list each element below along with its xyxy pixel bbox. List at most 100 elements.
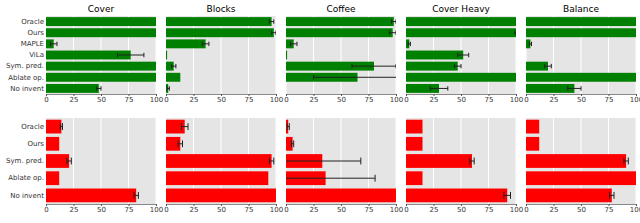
marks [166,120,276,203]
bar [166,73,180,82]
tick: Ablate op. [8,74,46,82]
grid-line [516,118,517,204]
bar [166,120,185,134]
error-cap [60,123,61,130]
y-axis: OracleOursSym. pred.Ablate op.No invent [6,119,47,205]
bar [166,171,268,185]
tick-label: 100 [510,206,523,214]
error-line [568,88,581,89]
tick-label: 50 [97,206,106,214]
x-axis: 0255075100 [524,204,640,214]
error-cap [457,53,458,57]
bar [526,39,530,48]
bar [526,73,636,82]
x-axis: 0 25 50 75 100 [164,204,283,214]
error-cap [581,86,582,90]
error-line [392,21,396,22]
tick: 50 [337,94,346,104]
tick: Ours [28,29,46,37]
grid-line [341,16,342,94]
tick-label: 25 [190,206,199,214]
error-bar [287,123,289,130]
tick: 0 [44,94,48,104]
tick: 0 [44,204,48,214]
error-line [389,32,396,33]
error-cap [474,158,475,165]
plot-background [46,16,156,94]
error-cap [447,86,448,90]
error-cap [182,140,183,147]
tick-label: 100 [150,206,163,214]
grid-line [608,16,609,94]
bar [406,137,423,151]
error-cap [293,140,294,147]
tick-label: 25 [310,206,319,214]
error-cap [313,75,314,79]
grid-line [636,16,637,94]
tick-label: Ours [28,140,45,148]
error-cap [352,64,353,68]
panel: 0255075100Balance [524,4,640,104]
plot-background [166,118,276,204]
tick: 0 [404,204,408,214]
error-cap [202,42,203,46]
bar [166,17,272,26]
error-cap [167,86,168,90]
tick-label: 25 [70,96,79,104]
error-line [470,161,474,162]
tick-label: 0 [164,206,168,214]
tick-label: 50 [217,96,226,104]
error-cap [468,53,469,57]
tick-label: 50 [457,96,466,104]
error-bar [624,158,628,165]
tick-label: MAPLE [21,40,44,48]
error-bar [202,42,209,46]
error-line [181,126,188,127]
error-cap [510,192,511,199]
x-axis: 0255075100 [284,94,403,104]
error-cap [297,42,298,46]
error-cap [290,42,291,46]
tick: 100 [510,94,523,104]
tick: 25 [70,94,79,104]
tick: 25 [310,94,319,104]
error-bar [454,64,461,68]
tick: 75 [365,94,374,104]
tick-label: 75 [605,96,614,104]
tick: 100 [510,204,523,214]
error-cap [208,42,209,46]
error-cap [503,192,504,199]
error-bar [314,75,397,79]
bar [46,171,59,185]
tick-label: 75 [245,206,254,214]
tick-label: Oracle [21,18,44,26]
tick: Sym. pred. [6,157,46,165]
error-cap [454,64,455,68]
bar [526,62,548,71]
tick-label: 25 [430,206,439,214]
bar [406,120,423,134]
error-cap [396,30,397,34]
tick-label: 75 [605,206,614,214]
tick-label: 75 [485,96,494,104]
tick: 50 [217,204,226,214]
tick-label: 25 [310,96,319,104]
x-axis: 0255075100 [44,94,163,104]
error-line [286,161,361,162]
plot-background [526,16,636,94]
panel: 0255075100Cover Heavy [404,4,523,104]
panel: 0255075100OracleOursMAPLEViLaSym. pred.A… [6,4,163,104]
tick: 25 [310,204,319,214]
tick-label: 100 [270,206,283,214]
error-cap [117,53,118,57]
bar [46,17,156,26]
tick-label: 25 [70,206,79,214]
grid-line [166,16,167,94]
grid-line [488,16,489,94]
panel-title: Balance [563,4,599,14]
tick-label: 50 [217,206,226,214]
plot-background [406,16,516,94]
tick-label: 0 [524,206,528,214]
panel: 0255075100Blocks [164,4,283,104]
marks [526,120,636,203]
